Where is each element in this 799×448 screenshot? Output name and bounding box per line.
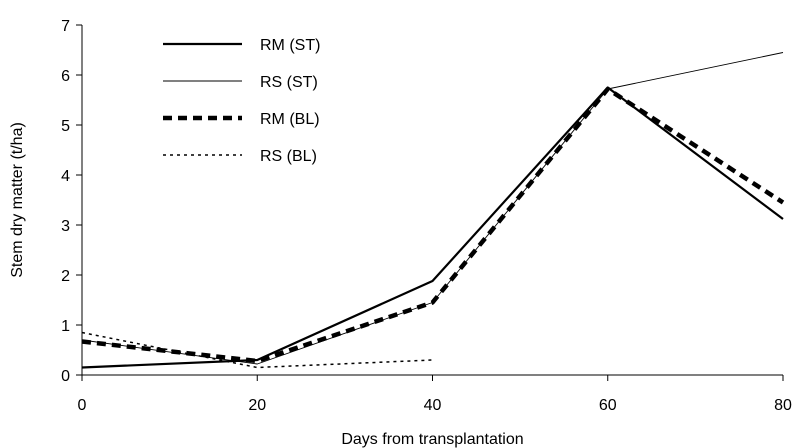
y-tick-label: 4	[61, 168, 70, 185]
x-tick-label: 20	[248, 397, 266, 414]
series-line-rm-st	[81, 86, 784, 369]
x-tick-label: 0	[78, 397, 87, 414]
legend-label: RS (ST)	[260, 74, 318, 91]
series-layer	[81, 52, 785, 369]
y-tick-label: 7	[61, 18, 70, 35]
axes	[81, 25, 783, 376]
x-axis-label: Days from transplantation	[341, 431, 523, 448]
legend: RM (ST) RS (ST) RM (BL) RS (BL)	[163, 37, 320, 165]
y-tick-label: 3	[61, 218, 70, 235]
y-tick-label: 6	[61, 68, 70, 85]
x-tick-label: 80	[774, 397, 792, 414]
series-line-rs-bl	[81, 331, 433, 369]
x-tick-label: 40	[424, 397, 442, 414]
y-tick-label: 0	[61, 368, 70, 385]
y-tick-label: 1	[61, 318, 70, 335]
legend-label: RS (BL)	[260, 148, 317, 165]
ticks: 0 1 2 3 4 5 6 7 0 20 40 60 80	[61, 18, 792, 414]
y-tick-label: 2	[61, 268, 70, 285]
legend-label: RM (ST)	[260, 37, 320, 54]
series-line-rs-st	[81, 52, 784, 365]
y-tick-label: 5	[61, 118, 70, 135]
y-axis-label: Stem dry matter (t/ha)	[9, 122, 26, 278]
x-tick-label: 60	[599, 397, 617, 414]
legend-label: RM (BL)	[260, 111, 320, 128]
series-line-rm-bl	[81, 86, 785, 364]
